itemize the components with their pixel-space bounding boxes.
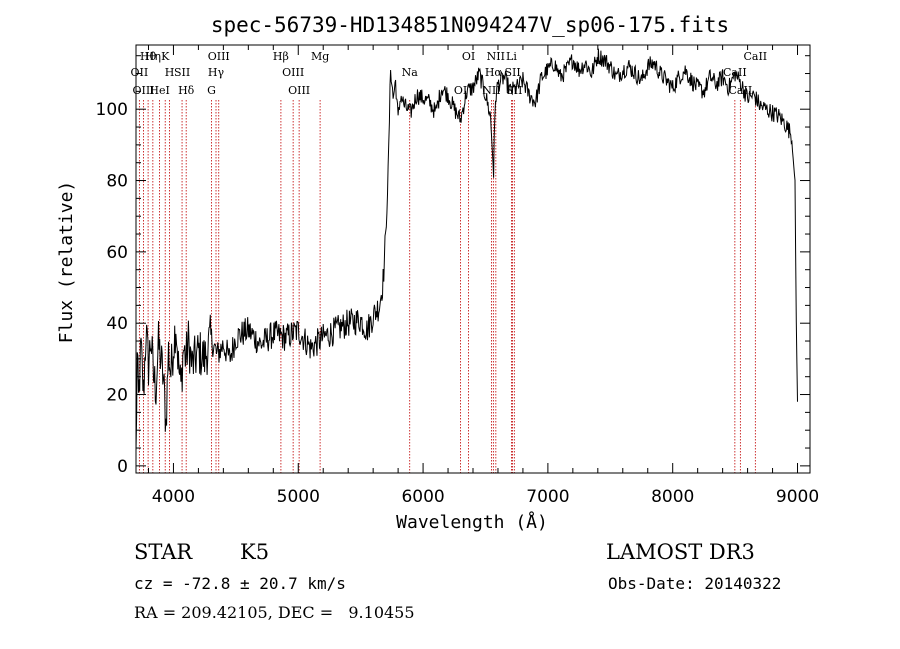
line-label: OII <box>131 66 149 79</box>
survey-name: LAMOST DR3 <box>606 540 755 564</box>
line-label: Mg <box>311 50 329 63</box>
x-tick-label: 8000 <box>651 487 694 507</box>
y-tick-label: 40 <box>106 314 128 334</box>
plot-frame <box>135 44 811 474</box>
line-label: Na <box>402 66 419 79</box>
x-axis-ticks: 4000 5000 6000 7000 8000 9000 <box>147 45 819 507</box>
line-label: NII <box>482 84 500 97</box>
emission-line-markers <box>138 100 756 473</box>
x-tick-label: 6000 <box>401 487 444 507</box>
line-label: CaII <box>743 50 767 63</box>
spectrum-line <box>135 48 798 452</box>
line-label: OIII <box>288 84 310 97</box>
y-tick-label: 20 <box>106 386 128 406</box>
line-label: HeI <box>149 84 169 97</box>
line-label: H <box>165 66 175 79</box>
line-label: OIII <box>132 84 154 97</box>
line-label: Li <box>506 50 517 63</box>
object-subclass: K5 <box>240 540 270 564</box>
y-tick-label: 0 <box>117 457 128 477</box>
x-tick-label: 5000 <box>277 487 320 507</box>
y-tick-label: 60 <box>106 243 128 263</box>
y-axis-ticks: 0 20 40 60 80 100 <box>96 55 810 477</box>
line-label: NII <box>487 50 505 63</box>
object-class: STAR <box>134 540 193 564</box>
line-label: OIII <box>208 50 230 63</box>
y-tick-label: 100 <box>96 100 128 120</box>
coordinates: RA = 209.42105, DEC = 9.10455 <box>134 603 415 622</box>
line-label: Hα <box>485 66 503 79</box>
line-label: Hβ <box>273 50 289 63</box>
y-tick-label: 80 <box>106 172 128 192</box>
observation-date: Obs-Date: 20140322 <box>608 574 782 593</box>
y-axis-label: Flux (relative) <box>56 181 77 344</box>
line-label: Hη <box>145 50 161 63</box>
line-label: OI <box>462 50 475 63</box>
x-tick-label: 9000 <box>776 487 819 507</box>
x-tick-label: 7000 <box>526 487 569 507</box>
redshift-velocity: cz = -72.8 ± 20.7 km/s <box>134 574 346 593</box>
line-label: SII <box>174 66 190 79</box>
line-label: K <box>161 50 170 63</box>
line-label: Hδ <box>178 84 195 97</box>
line-label: Hθ <box>140 50 157 63</box>
line-label: SII <box>504 66 520 79</box>
x-axis-label: Wavelength (Å) <box>396 511 548 533</box>
line-label: OI <box>454 84 467 97</box>
x-tick-label: 4000 <box>152 487 195 507</box>
chart-title: spec-56739-HD134851N094247V_sp06-175.fit… <box>211 13 729 37</box>
line-label: OIII <box>282 66 304 79</box>
line-label: Hγ <box>208 66 225 79</box>
emission-line-labels: Hθ OII OIII KH HeI Hη SII Hδ OIII Hγ G Hβ OIII OIII Mg… <box>131 50 768 97</box>
line-label: G <box>207 84 216 97</box>
